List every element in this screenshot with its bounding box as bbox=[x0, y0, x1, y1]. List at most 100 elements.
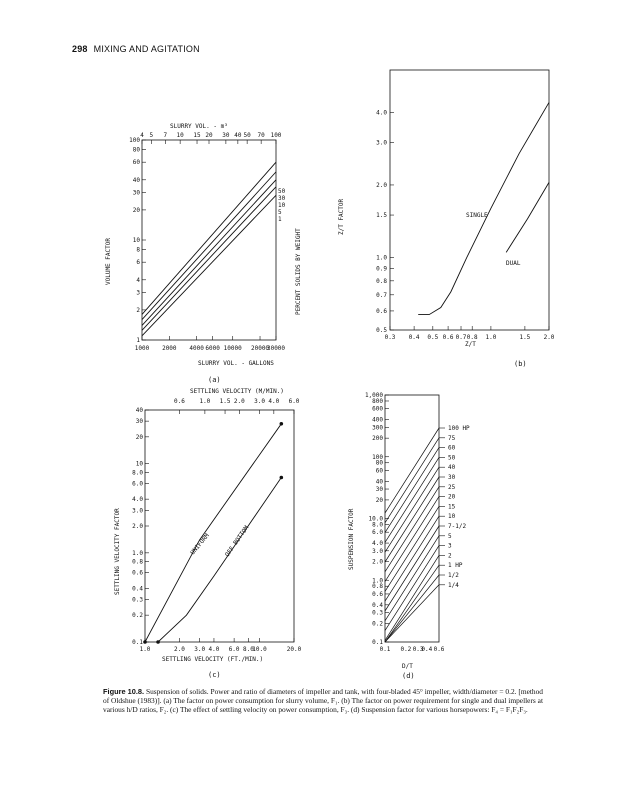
chart-b-x-tick-label: 0.3 bbox=[385, 334, 396, 341]
chart-c-y-tick-label: 4.0 bbox=[132, 496, 143, 503]
chart-b-y-tick-label: 0.9 bbox=[376, 265, 387, 272]
chart-d-y-tick-label: 8.0 bbox=[372, 521, 383, 528]
chart-b-x-title: Z/T bbox=[465, 341, 476, 348]
chart-d-y-tick-label: 100 bbox=[372, 454, 383, 461]
chart-c-top-tick-label: 0.6 bbox=[174, 398, 185, 405]
chart-d-hp-line bbox=[384, 545, 440, 631]
chart-c-point bbox=[156, 640, 160, 644]
chart-b-x-tick-label: 1.0 bbox=[485, 334, 496, 341]
chart-d-hp-label: 10 bbox=[448, 513, 456, 520]
chart-c-top-tick-label: 1.5 bbox=[220, 398, 231, 405]
chart-d-y-tick-label: 0.6 bbox=[372, 591, 383, 598]
chart-d-y-tick-label: 200 bbox=[372, 435, 383, 442]
chart-a-series-label: 50 bbox=[278, 188, 286, 195]
chart-d-hp-line bbox=[384, 525, 440, 612]
chart-c-y-tick-label: 2.0 bbox=[132, 523, 143, 530]
chart-a-series-line bbox=[141, 186, 277, 331]
chart-c-x-tick-label: 6.0 bbox=[229, 646, 240, 653]
chart-d-y-tick-label: 20 bbox=[376, 497, 384, 504]
chart-b-dual-label: DUAL bbox=[506, 260, 521, 267]
chart-a-series-line bbox=[141, 179, 277, 326]
chart-a-y-tick-label: 8 bbox=[136, 247, 140, 254]
chart-d-hp-label: 25 bbox=[448, 484, 456, 491]
chart-d-y-tick-label: 0.3 bbox=[372, 610, 383, 617]
chart-c-x-tick-label: 3.0 bbox=[194, 646, 205, 653]
chart-d-hp-line bbox=[384, 574, 440, 643]
chart-b-y-tick-label: 0.6 bbox=[376, 308, 387, 315]
chart-b-x-tick-label: 2.0 bbox=[544, 334, 555, 341]
chart-a-top-tick-label: 70 bbox=[258, 132, 266, 139]
chart-a-right-title: PERCENT SOLIDS BY WEIGHT bbox=[295, 228, 302, 315]
chart-d-y-tick-label: 4.0 bbox=[372, 540, 383, 547]
chart-d-y-tick-label: 1.0 bbox=[372, 577, 383, 584]
chart-c-x-tick-label: 8.0 bbox=[243, 646, 254, 653]
chart-d-y-tick-label: 60 bbox=[376, 467, 384, 474]
chart-b-x-tick-label: 0.8 bbox=[467, 334, 478, 341]
chart-a-x-tick-label: 30000 bbox=[267, 345, 285, 352]
chart-a-top-tick-label: 40 bbox=[234, 132, 242, 139]
chart-a-x-tick-label: 20000 bbox=[251, 345, 269, 352]
chart-a-frame bbox=[141, 139, 277, 341]
chart-d-y-tick-label: 80 bbox=[376, 460, 384, 467]
chart-c-y-tick-label: 0.1 bbox=[132, 639, 143, 646]
page-number: 298 bbox=[72, 44, 88, 54]
chart-c-y-tick-label: 0.4 bbox=[132, 585, 143, 592]
chart-a-y-tick-label: 4 bbox=[136, 277, 140, 284]
chart-a-top-tick-label: 4 bbox=[140, 132, 144, 139]
chart-d-hp-label: 75 bbox=[448, 435, 456, 442]
chart-d-y-tick-label: 0.4 bbox=[372, 602, 383, 609]
chart-d-hp-line bbox=[384, 535, 440, 621]
chart-a-y-tick-label: 2 bbox=[136, 307, 140, 314]
chart-d-x-tick-label: 0.4 bbox=[421, 646, 432, 653]
chart-d-hp-line bbox=[384, 564, 440, 643]
chart-d-hp-line bbox=[384, 437, 440, 523]
chart-c-x-tick-label: 10.0 bbox=[252, 646, 267, 653]
chart-d-hp-line bbox=[384, 427, 440, 514]
chart-d-hp-label: 15 bbox=[448, 503, 456, 510]
chart-d-hp-line bbox=[384, 516, 440, 602]
chart-a-top-tick-label: 50 bbox=[244, 132, 252, 139]
chart-d-hp-label: 5 bbox=[448, 533, 452, 540]
chart-d-y-title: SUSPENSION FACTOR bbox=[348, 508, 355, 570]
chart-c-uniform-curve bbox=[144, 423, 282, 643]
chart-c: SETTLING VELOCITY (M/MIN.) 0.6 1.0 1.5 2.0 3… bbox=[114, 388, 302, 663]
chart-c-x-tick-label: 4.0 bbox=[209, 646, 220, 653]
chart-d-x-tick-label: 0.6 bbox=[434, 646, 445, 653]
chart-d-hp-label: 60 bbox=[448, 445, 456, 452]
chart-d-y-tick-label: 600 bbox=[372, 406, 383, 413]
chart-c-frame bbox=[144, 409, 295, 643]
chart-d-hp-label: 1 HP bbox=[448, 562, 463, 569]
figure-caption: Figure 10.8. Suspension of solids. Power… bbox=[103, 687, 543, 715]
chart-a-x-tick-label: 10000 bbox=[224, 345, 242, 352]
chart-c-point bbox=[279, 475, 284, 480]
chart-d-x-tick-label: 0.1 bbox=[380, 646, 391, 653]
chart-d-hp-label: 3 bbox=[448, 543, 452, 550]
chart-a-top-tick-label: 30 bbox=[222, 132, 230, 139]
chart-c-y-tick-label: 0.2 bbox=[132, 612, 143, 619]
chart-b-y-tick-label: 4.0 bbox=[376, 109, 387, 116]
chart-b-y-tick-label: 0.7 bbox=[376, 292, 387, 299]
chart-c-top-tick-label: 6.0 bbox=[289, 398, 300, 405]
chart-c-y-tick-label: 6.0 bbox=[132, 480, 143, 487]
chart-c-x-title: SETTLING VELOCITY (FT./MIN.) bbox=[162, 656, 263, 663]
chart-d-hp-label: 2 bbox=[448, 552, 452, 559]
chart-d-hp-label: 100 HP bbox=[448, 425, 470, 432]
chart-a-series-label: 1 bbox=[278, 216, 282, 223]
panel-d-label: (d) bbox=[402, 672, 415, 680]
chart-a-series-label: 5 bbox=[278, 209, 282, 216]
chart-a: SLURRY VOL. - m³ 4 5 7 10 15 20 30 40 50 70 100 10… bbox=[105, 123, 302, 367]
chart-d-y-tick-label: 800 bbox=[372, 398, 383, 405]
chart-a-top-tick-label: 20 bbox=[205, 132, 213, 139]
chart-d-y-tick-label: 3.0 bbox=[372, 548, 383, 555]
chart-c-y-tick-label: 0.8 bbox=[132, 558, 143, 565]
chart-b-y-title: Z/T FACTOR bbox=[338, 198, 345, 235]
chart-b-y-tick-label: 2.0 bbox=[376, 182, 387, 189]
chart-c-uniform-label: UNIFORM bbox=[189, 532, 211, 556]
chart-b-single-curve bbox=[418, 102, 550, 315]
chart-b-y-tick-label: 0.8 bbox=[376, 278, 387, 285]
chart-a-x-tick-label: 1000 bbox=[135, 345, 150, 352]
chart-d-y-tick-label: 0.2 bbox=[372, 620, 383, 627]
chart-b-x-tick-label: 1.5 bbox=[519, 334, 530, 341]
chart-d-hp-label: 30 bbox=[448, 474, 456, 481]
chart-b-x-tick-label: 0.7 bbox=[456, 334, 467, 341]
